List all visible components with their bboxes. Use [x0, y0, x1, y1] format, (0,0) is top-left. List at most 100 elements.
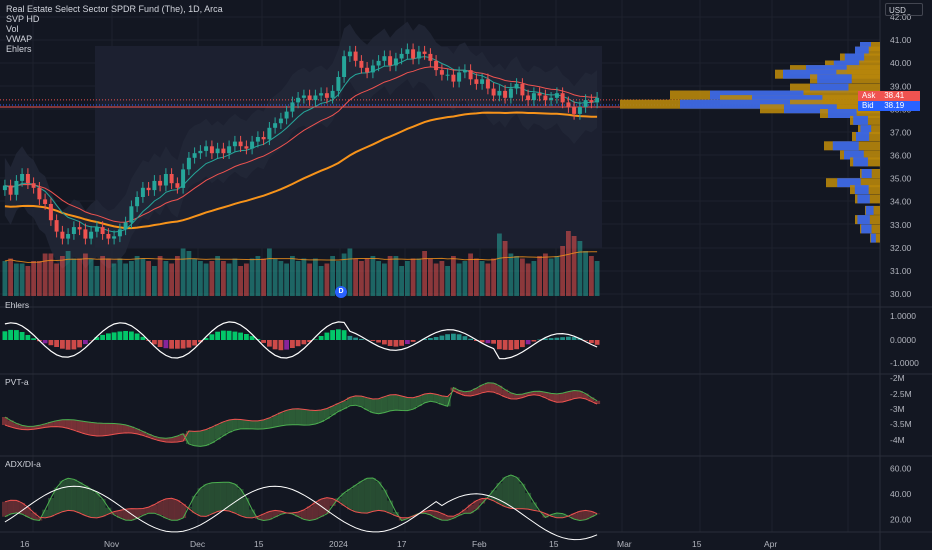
pvt-fill	[226, 420, 233, 433]
di-fill	[393, 512, 399, 516]
pvt-fill	[163, 438, 169, 442]
volume-bar	[129, 261, 134, 296]
time-tick-label: Dec	[190, 539, 206, 549]
profile-bar-buy	[865, 205, 874, 215]
time-tick-label: 17	[397, 539, 407, 549]
candle-body	[543, 95, 548, 101]
ask-value: 38.41	[884, 91, 905, 100]
candle-body	[106, 234, 111, 239]
ehlers-histogram-bar	[571, 337, 577, 340]
volume-bar	[474, 258, 479, 296]
candle-body	[181, 169, 186, 188]
volume-bar	[48, 253, 54, 296]
di-fill	[53, 487, 60, 515]
ehlers-histogram-bar	[543, 338, 548, 340]
indicator-ehlers[interactable]: Ehlers	[6, 44, 32, 54]
di-fill	[13, 500, 20, 513]
di-fill	[157, 501, 164, 516]
ehlers-histogram-bar	[157, 340, 163, 347]
ehlers-histogram-bar	[445, 334, 450, 340]
time-tick-label: Mar	[617, 539, 632, 549]
profile-bar-buy	[680, 99, 790, 109]
ehlers-histogram-bar	[244, 334, 249, 340]
ehlers-histogram-bar	[514, 340, 519, 350]
time-tick-label: Feb	[472, 539, 487, 549]
volume-bar	[123, 263, 128, 296]
pvt-fill	[347, 397, 353, 406]
candle-body	[595, 97, 600, 103]
time-tick-label: 2024	[329, 539, 348, 549]
ehlers-histogram-bar	[106, 333, 111, 340]
candle-body	[572, 107, 577, 114]
pvt-fill	[260, 419, 267, 429]
pvt-fill	[151, 436, 158, 440]
ehlers-histogram-bar	[134, 333, 140, 340]
pvt-fill	[352, 395, 359, 406]
pvt-fill	[335, 403, 342, 412]
pvt-fill	[272, 415, 279, 427]
di-fill	[479, 498, 486, 504]
ehlers-histogram-bar	[42, 340, 48, 344]
time-tick-label: 15	[254, 539, 264, 549]
candle-body	[422, 51, 427, 54]
candle-body	[204, 146, 209, 151]
volume-bar	[88, 258, 94, 296]
candle-body	[129, 206, 134, 223]
di-fill	[496, 483, 503, 504]
pane-title-adx[interactable]: ADX/DI-a	[5, 459, 41, 469]
pvt-fill	[490, 383, 497, 393]
pvt-fill	[237, 419, 244, 429]
currency-selector[interactable]: USD	[885, 3, 923, 16]
dividend-event-badge[interactable]: D	[335, 286, 347, 298]
pvt-fill	[548, 393, 555, 401]
candle-body	[480, 79, 485, 84]
volume-bar	[589, 256, 594, 296]
volume-bar	[134, 256, 140, 296]
pvt-fill	[439, 395, 445, 405]
pvt-fill	[111, 423, 118, 435]
pvt-fill	[249, 420, 256, 429]
candle-body	[250, 141, 255, 149]
candle-body	[267, 127, 272, 140]
pvt-fill	[243, 420, 250, 429]
candle-body	[457, 72, 462, 82]
pvt-fill	[232, 419, 238, 431]
ehlers-histogram-bar	[554, 337, 560, 340]
candle-body	[583, 100, 588, 107]
di-fill	[180, 503, 187, 518]
di-fill	[76, 482, 83, 513]
profile-bar-buy	[857, 194, 870, 204]
adx-line	[4, 485, 598, 541]
volume-bar	[232, 258, 238, 296]
di-fill	[134, 508, 141, 519]
ehlers-histogram-bar	[290, 340, 295, 348]
candle-body	[198, 150, 203, 154]
ehlers-histogram-bar	[215, 331, 220, 340]
di-fill	[163, 498, 169, 519]
price-tick-label: 42.00	[890, 12, 912, 22]
profile-bar-buy	[784, 104, 837, 114]
indicator-vwap[interactable]: VWAP	[6, 34, 33, 44]
indicator-vol[interactable]: Vol	[6, 24, 19, 34]
ehlers-histogram-bar	[129, 331, 134, 340]
symbol-title[interactable]: Real Estate Select Sector SPDR Fund (The…	[6, 4, 223, 14]
indicator-svp-hd[interactable]: SVP HD	[6, 14, 40, 24]
volume-bar	[571, 236, 577, 296]
ehlers-histogram-bar	[566, 336, 571, 340]
time-axis: 16 Nov Dec 15 2024 17 Feb 15 Mar 15 Apr	[20, 539, 777, 549]
time-tick-label: Apr	[764, 539, 777, 549]
volume-bar	[497, 233, 502, 296]
pvt-fill	[122, 424, 129, 433]
pane-title-pvt[interactable]: PVT-a	[5, 377, 29, 387]
ehlers-line	[4, 321, 598, 360]
price-tick-label: 41.00	[890, 35, 912, 45]
volume-bar	[65, 251, 71, 296]
ehlers-histogram-bar	[462, 336, 468, 340]
di-fill	[450, 516, 457, 519]
ehlers-histogram-bar	[301, 340, 307, 345]
di-fill	[214, 482, 221, 512]
pane-title-ehlers[interactable]: Ehlers	[5, 300, 30, 310]
ehlers-histogram-bar	[31, 338, 36, 340]
ehlers-histogram-bar	[428, 338, 433, 340]
